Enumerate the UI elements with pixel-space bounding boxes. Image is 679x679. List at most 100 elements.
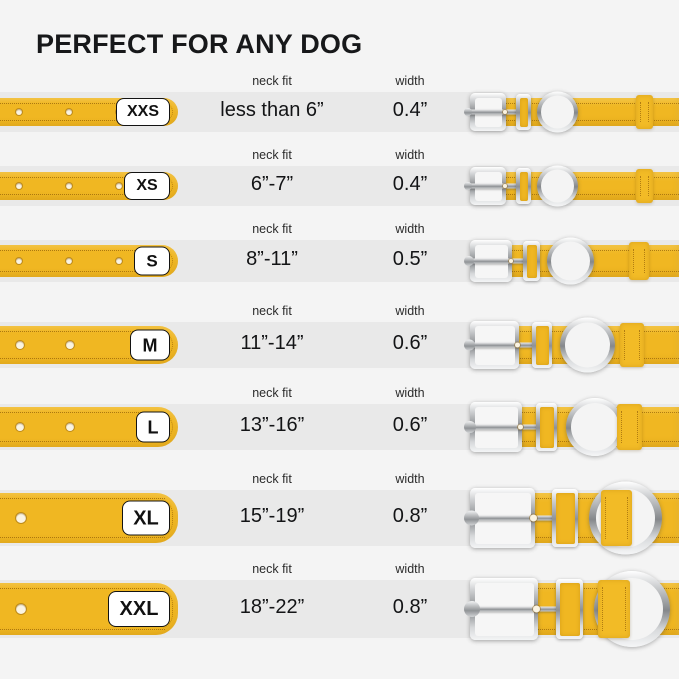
strap-hole: [515, 342, 520, 348]
strap-hole: [116, 258, 122, 264]
width-header: width: [395, 222, 425, 236]
strap-hole: [16, 258, 22, 264]
strap-hole: [533, 605, 540, 613]
size-strap: XL: [0, 493, 178, 543]
stitch-line: [624, 330, 625, 360]
strap-hole: [16, 513, 26, 523]
stitch-line: [156, 103, 173, 121]
stitch-line: [640, 176, 641, 196]
stitch-line: [489, 120, 679, 121]
d-ring: [537, 91, 578, 133]
width-header: width: [395, 562, 425, 576]
leather-keeper: [617, 404, 642, 450]
collar-illustration: [460, 317, 679, 373]
stitch-line: [0, 177, 165, 178]
strap-hole: [503, 184, 507, 188]
stitch-line: [489, 177, 679, 178]
size-strap: XXL: [0, 583, 178, 635]
keeper-inner: [519, 97, 528, 127]
d-ring: [560, 317, 615, 373]
keeper-inner: [559, 582, 580, 636]
width-header: width: [395, 472, 425, 486]
prong-pivot: [464, 510, 479, 526]
collar-illustration: [460, 398, 679, 456]
metal-keeper: [516, 94, 531, 130]
neck-fit-value: 6”-7”: [250, 173, 294, 195]
strap-hole: [16, 604, 26, 614]
strap-hole: [66, 109, 72, 115]
neck-fit-header: neck fit: [252, 562, 292, 576]
stitch-line: [627, 497, 628, 539]
stitch-line: [639, 330, 640, 360]
collar-illustration: [460, 91, 679, 133]
neck-fit-header: neck fit: [252, 472, 292, 486]
neck-fit-header: neck fit: [252, 222, 292, 236]
size-strap: XS: [0, 172, 178, 200]
width-header: width: [395, 74, 425, 88]
neck-fit-header: neck fit: [252, 386, 292, 400]
stitch-line: [625, 587, 626, 631]
prong-pivot: [464, 108, 472, 116]
buckle-prong: [466, 109, 523, 115]
neck-fit-value: 18”-22”: [239, 596, 305, 618]
strap-hole: [116, 183, 122, 189]
width-header: width: [395, 148, 425, 162]
size-badge: XXL: [108, 591, 170, 627]
strap-hole: [16, 183, 22, 189]
strap-hole: [66, 341, 74, 349]
prong-pivot: [464, 339, 475, 351]
leather-keeper: [601, 490, 632, 546]
stitch-line: [0, 629, 165, 630]
d-ring: [547, 237, 594, 285]
collar-illustration: [460, 165, 679, 207]
width-value: 0.5”: [392, 248, 428, 270]
keeper-inner: [535, 325, 549, 365]
stitch-line: [156, 498, 173, 538]
stitch-line: [633, 249, 634, 273]
metal-keeper: [516, 168, 531, 204]
buckle-prong: [466, 515, 569, 521]
d-ring-opening: [551, 241, 590, 281]
width-value: 0.8”: [392, 596, 428, 618]
prong-pivot: [464, 421, 476, 433]
d-ring-opening: [571, 403, 619, 451]
buckle-prong: [466, 183, 523, 189]
strap-hole: [509, 259, 513, 263]
leather-keeper: [629, 242, 649, 280]
strap-hole: [503, 110, 507, 114]
size-strap: S: [0, 245, 178, 277]
size-badge: L: [136, 411, 170, 443]
leather-keeper: [598, 580, 630, 638]
stitch-line: [507, 629, 679, 630]
stitch-line: [0, 441, 165, 442]
strap-hole: [16, 109, 22, 115]
stitch-line: [507, 588, 679, 589]
size-badge: XL: [122, 500, 170, 536]
stitch-line: [489, 103, 679, 104]
strap-hole: [16, 341, 24, 349]
buckle-prong: [466, 258, 532, 264]
stitch-line: [637, 411, 638, 443]
stitch-line: [648, 102, 649, 122]
metal-keeper: [552, 489, 578, 547]
stitch-line: [156, 250, 173, 272]
prong-pivot: [464, 601, 480, 617]
leather-keeper: [620, 323, 644, 367]
stitch-line: [505, 537, 679, 538]
size-strap: M: [0, 326, 178, 364]
metal-keeper: [523, 241, 540, 281]
neck-fit-value: 11”-14”: [240, 332, 304, 354]
neck-fit-value: 8”-11”: [246, 248, 298, 270]
keeper-inner: [555, 492, 575, 544]
keeper-inner: [519, 171, 528, 201]
stitch-line: [0, 250, 165, 251]
neck-fit-header: neck fit: [252, 74, 292, 88]
stitch-line: [0, 537, 165, 538]
size-strap: L: [0, 407, 178, 447]
stitch-line: [156, 177, 173, 195]
width-header: width: [395, 386, 425, 400]
size-badge: S: [134, 246, 170, 276]
width-value: 0.6”: [392, 332, 428, 354]
stitch-line: [644, 249, 645, 273]
leather-keeper: [636, 95, 653, 129]
